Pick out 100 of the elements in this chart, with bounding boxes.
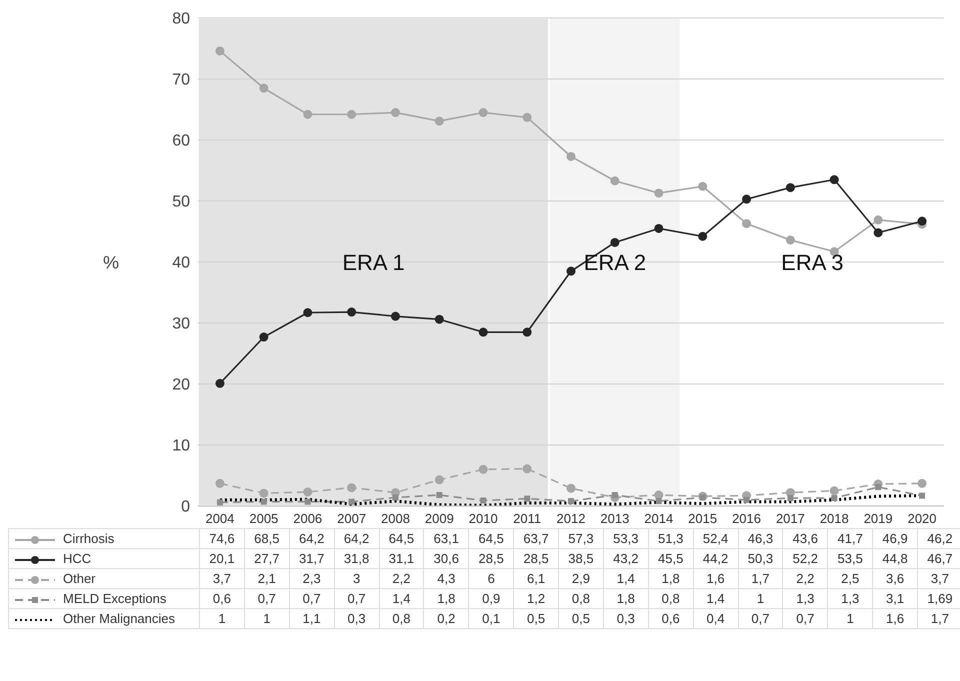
data-label: 0,8 — [558, 588, 604, 608]
data-label: 53,3 — [603, 528, 648, 548]
data-label: 1,4 — [379, 588, 424, 608]
data-label: 2,2 — [782, 568, 828, 588]
y-tick-label: 30 — [172, 316, 190, 333]
y-tick-label: 40 — [172, 254, 190, 272]
data-label: 2,3 — [289, 568, 334, 588]
data-label: 46,2 — [918, 528, 960, 548]
point — [744, 496, 750, 503]
y-tick-label: 0 — [181, 498, 190, 516]
point — [522, 328, 532, 337]
data-label: 64,5 — [379, 528, 424, 548]
x-tick-label: 2007 — [337, 511, 366, 526]
y-tick-label: 20 — [172, 376, 190, 394]
legend-label: MELD Exceptions — [8, 588, 200, 608]
data-label: 1 — [828, 608, 873, 628]
data-label: 1 — [244, 608, 290, 628]
point — [786, 183, 795, 192]
point — [568, 498, 574, 504]
point — [698, 232, 708, 241]
point — [566, 152, 576, 161]
data-label: 0,6 — [200, 588, 244, 608]
data-label: 3,6 — [872, 568, 918, 588]
point — [874, 215, 883, 224]
data-label: 44,8 — [872, 548, 918, 568]
data-label: 0,1 — [468, 608, 514, 628]
point — [480, 498, 486, 504]
data-label: 0,7 — [738, 608, 783, 628]
data-label: 31,7 — [289, 548, 334, 568]
x-tick-label: 2005 — [249, 511, 278, 526]
data-label: 68,5 — [244, 528, 290, 548]
data-label: 0,8 — [648, 588, 694, 608]
data-label: 1,6 — [693, 568, 738, 588]
point — [478, 464, 488, 474]
point — [742, 194, 752, 204]
x-tick-label: 2015 — [688, 511, 718, 526]
point — [830, 486, 839, 496]
point — [304, 498, 311, 505]
data-label: 64,2 — [334, 528, 379, 548]
data-label: 64,2 — [289, 528, 334, 548]
point — [260, 498, 267, 505]
data-label: 1 — [738, 588, 783, 608]
point — [259, 488, 268, 498]
point — [215, 478, 224, 488]
data-label: 1,4 — [603, 568, 648, 588]
data-label: 0,8 — [379, 608, 424, 628]
data-label: 0,7 — [244, 588, 290, 608]
point — [390, 312, 400, 321]
data-label: 1,8 — [424, 588, 469, 608]
point — [700, 494, 706, 500]
data-label: 3,7 — [200, 568, 244, 588]
point — [215, 378, 224, 388]
data-label: 46,7 — [918, 548, 960, 568]
y-tick-label: 70 — [172, 72, 190, 89]
y-tick-label: 10 — [172, 438, 190, 455]
y-tick-label: 50 — [172, 194, 190, 211]
data-label: 0,7 — [334, 588, 379, 608]
data-label: 1,4 — [693, 588, 738, 608]
point — [478, 328, 488, 337]
point — [215, 46, 224, 56]
x-tick-label: 2018 — [820, 511, 849, 526]
x-tick-label: 2006 — [293, 511, 322, 526]
point — [919, 492, 926, 499]
point — [303, 487, 312, 496]
point — [566, 484, 576, 493]
point — [522, 112, 532, 122]
point — [654, 188, 664, 198]
point — [436, 492, 442, 498]
data-label: 0,5 — [558, 608, 604, 628]
point — [612, 492, 618, 498]
point — [918, 216, 927, 226]
data-label: 28,5 — [468, 548, 514, 568]
legend-label: Other Malignancies — [8, 608, 200, 628]
data-label: 28,5 — [514, 548, 558, 568]
data-label: 4,3 — [424, 568, 469, 588]
data-label: 2,5 — [828, 568, 873, 588]
data-label: 1,2 — [514, 588, 558, 608]
x-tick-label: 2011 — [513, 511, 542, 526]
data-label: 3,7 — [918, 568, 960, 588]
point — [434, 314, 444, 324]
data-label: 0,7 — [289, 588, 334, 608]
point — [524, 496, 530, 502]
x-tick-label: 2017 — [776, 511, 805, 526]
data-label: 1,6 — [872, 608, 918, 628]
point — [434, 116, 444, 126]
data-label: 0,7 — [782, 608, 828, 628]
data-label: 1,69 — [918, 588, 960, 608]
point — [522, 464, 532, 474]
data-label: 63,1 — [424, 528, 469, 548]
data-label: 74,6 — [200, 528, 244, 548]
data-label: 1,1 — [289, 608, 334, 628]
point — [478, 108, 488, 118]
point — [566, 266, 576, 276]
point — [918, 478, 927, 488]
data-label: 2,9 — [558, 568, 604, 588]
data-label: 0,5 — [514, 608, 558, 628]
data-label: 0,9 — [468, 588, 514, 608]
data-label: 2,1 — [244, 568, 290, 588]
data-label: 44,2 — [693, 548, 738, 568]
data-label: 38,5 — [558, 548, 604, 568]
